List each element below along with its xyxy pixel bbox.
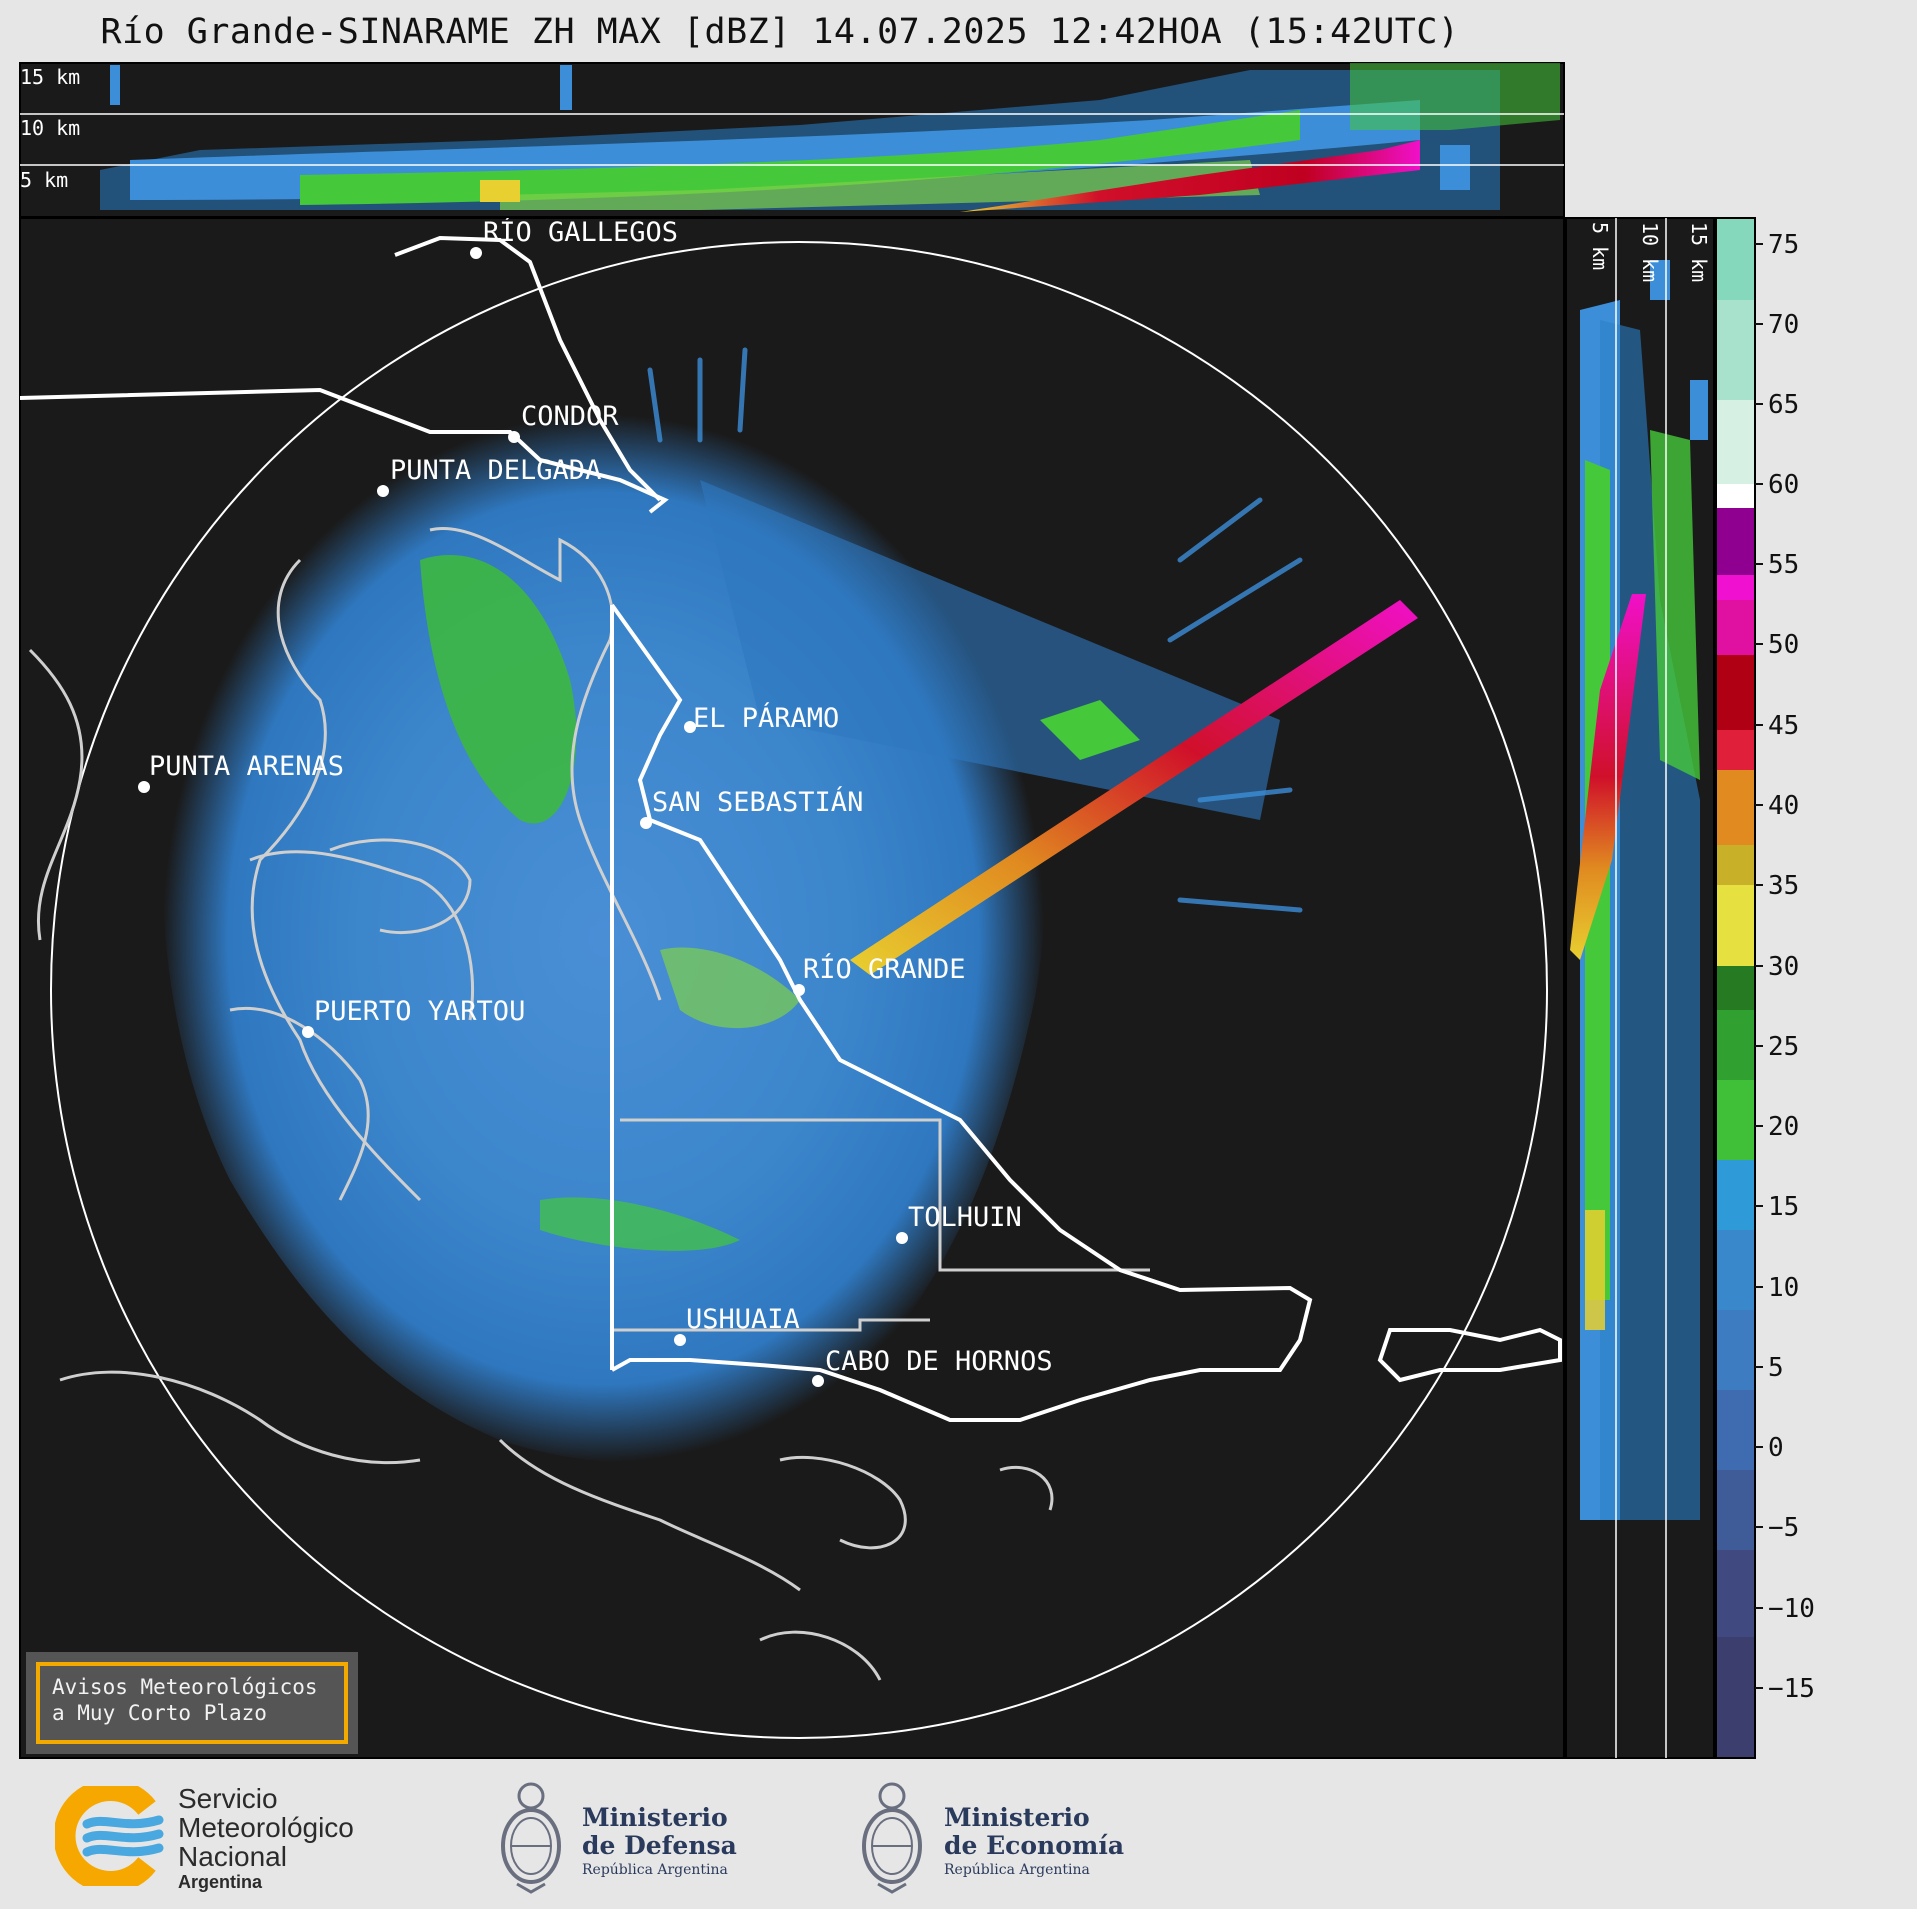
svg-text:0: 0 bbox=[1768, 1433, 1784, 1463]
colorbar-tick: 5 bbox=[1755, 1353, 1784, 1383]
ministerio-economia-name: Ministerio de Economía República Argenti… bbox=[944, 1803, 1125, 1879]
city-condor: CONDOR bbox=[508, 401, 619, 443]
svg-text:−15: −15 bbox=[1768, 1674, 1815, 1704]
svg-text:PUNTA DELGADA: PUNTA DELGADA bbox=[390, 455, 601, 486]
svg-text:5: 5 bbox=[1768, 1353, 1784, 1383]
top-panel-label-10km: 10 km bbox=[20, 116, 80, 140]
city-punta-arenas: PUNTA ARENAS bbox=[138, 751, 344, 793]
top-panel-label-5km: 5 km bbox=[20, 168, 68, 192]
city-ushuaia: USHUAIA bbox=[674, 1304, 800, 1346]
colorbar-tick: −5 bbox=[1755, 1513, 1799, 1543]
colorbar-tick: −15 bbox=[1755, 1674, 1815, 1704]
svg-text:CABO DE HORNOS: CABO DE HORNOS bbox=[825, 1346, 1053, 1377]
colorbar-tick: 70 bbox=[1755, 310, 1799, 340]
svg-text:45: 45 bbox=[1768, 711, 1799, 741]
radar-figure: 15 km 10 km 5 km bbox=[19, 62, 1815, 1759]
svg-text:55: 55 bbox=[1768, 550, 1799, 580]
colorbar-tick: 25 bbox=[1755, 1032, 1799, 1062]
colorbar-tick: 0 bbox=[1755, 1433, 1784, 1463]
svg-text:65: 65 bbox=[1768, 390, 1799, 420]
warning-line-1: Avisos Meteorológicos bbox=[52, 1675, 318, 1699]
svg-text:50: 50 bbox=[1768, 630, 1799, 660]
side-panel-label-15km: 15 km bbox=[1687, 222, 1711, 282]
colorbar-tick: 45 bbox=[1755, 711, 1799, 741]
footer: Servicio Meteorológico Nacional Argentin… bbox=[0, 1760, 1917, 1909]
top-cross-section-panel: 15 km 10 km 5 km bbox=[19, 62, 1565, 218]
smn-logo-icon bbox=[55, 1786, 164, 1886]
svg-text:30: 30 bbox=[1768, 952, 1799, 982]
colorbar-tick: −10 bbox=[1755, 1594, 1815, 1624]
svg-text:10: 10 bbox=[1768, 1273, 1799, 1303]
svg-text:70: 70 bbox=[1768, 310, 1799, 340]
borders bbox=[20, 235, 1562, 1422]
colorbar-tick: 55 bbox=[1755, 550, 1799, 580]
colorbar-tick: 20 bbox=[1755, 1112, 1799, 1142]
warning-line-2: a Muy Corto Plazo bbox=[52, 1701, 267, 1725]
colorbar: 75 70 65 60 55 50 45 40 35 30 25 20 15 1… bbox=[1715, 217, 1815, 1759]
svg-text:40: 40 bbox=[1768, 791, 1799, 821]
city-markers: RÍO GALLEGOS CONDOR PUNTA DELGADA EL PÁR… bbox=[138, 216, 1053, 1387]
svg-text:USHUAIA: USHUAIA bbox=[686, 1304, 800, 1335]
svg-text:60: 60 bbox=[1768, 470, 1799, 500]
colorbar-tick: 65 bbox=[1755, 390, 1799, 420]
city-rio-gallegos: RÍO GALLEGOS bbox=[470, 216, 678, 259]
colorbar-tick: 15 bbox=[1755, 1192, 1799, 1222]
warning-box-inner: Avisos Meteorológicos a Muy Corto Plazo bbox=[36, 1662, 348, 1744]
svg-text:TOLHUIN: TOLHUIN bbox=[908, 1202, 1022, 1233]
city-cabo-de-hornos: CABO DE HORNOS bbox=[812, 1346, 1053, 1387]
svg-text:25: 25 bbox=[1768, 1032, 1799, 1062]
svg-text:15: 15 bbox=[1768, 1192, 1799, 1222]
city-tolhuin: TOLHUIN bbox=[896, 1202, 1022, 1244]
svg-text:CONDOR: CONDOR bbox=[521, 401, 619, 432]
colorbar-tick: 75 bbox=[1755, 230, 1799, 260]
coastlines bbox=[28, 527, 1150, 1681]
colorbar-tick: 30 bbox=[1755, 952, 1799, 982]
top-panel-label-15km: 15 km bbox=[20, 65, 80, 89]
colorbar-ticks: 75 70 65 60 55 50 45 40 35 30 25 20 15 1… bbox=[1755, 230, 1815, 1704]
svg-text:20: 20 bbox=[1768, 1112, 1799, 1142]
city-el-paramo: EL PÁRAMO bbox=[684, 702, 839, 734]
svg-text:RÍO GALLEGOS: RÍO GALLEGOS bbox=[483, 216, 678, 248]
city-rio-grande: RÍO GRANDE bbox=[793, 953, 966, 996]
colorbar-tick: 50 bbox=[1755, 630, 1799, 660]
svg-text:RÍO GRANDE: RÍO GRANDE bbox=[803, 953, 966, 985]
ministerio-defensa-name: Ministerio de Defensa República Argentin… bbox=[582, 1803, 737, 1879]
svg-text:SAN SEBASTIÁN: SAN SEBASTIÁN bbox=[652, 786, 863, 818]
page-title: Río Grande-SINARAME ZH MAX [dBZ] 14.07.2… bbox=[100, 12, 1460, 52]
range-ring bbox=[50, 241, 1548, 1739]
colorbar-tick: 35 bbox=[1755, 871, 1799, 901]
city-puerto-yartou: PUERTO YARTOU bbox=[302, 996, 525, 1038]
national-shield-icon bbox=[862, 1782, 922, 1894]
svg-text:EL PÁRAMO: EL PÁRAMO bbox=[693, 702, 839, 734]
radar-map-panel: RÍO GALLEGOS CONDOR PUNTA DELGADA EL PÁR… bbox=[19, 216, 1565, 1759]
side-panel-label-5km: 5 km bbox=[1588, 222, 1612, 270]
city-san-sebastian: SAN SEBASTIÁN bbox=[640, 786, 863, 829]
svg-text:PUNTA ARENAS: PUNTA ARENAS bbox=[149, 751, 344, 782]
smn-name: Servicio Meteorológico Nacional Argentin… bbox=[178, 1783, 354, 1892]
svg-text:−5: −5 bbox=[1768, 1513, 1799, 1543]
svg-text:75: 75 bbox=[1768, 230, 1799, 260]
side-panel-label-10km: 10 km bbox=[1638, 222, 1662, 282]
svg-text:PUERTO YARTOU: PUERTO YARTOU bbox=[314, 996, 525, 1027]
warning-box: Avisos Meteorológicos a Muy Corto Plazo bbox=[26, 1652, 358, 1754]
colorbar-tick: 10 bbox=[1755, 1273, 1799, 1303]
colorbar-tick: 40 bbox=[1755, 791, 1799, 821]
svg-text:35: 35 bbox=[1768, 871, 1799, 901]
city-punta-delgada: PUNTA DELGADA bbox=[377, 455, 601, 497]
svg-text:−10: −10 bbox=[1768, 1594, 1815, 1624]
side-cross-section-panel: 5 km 10 km 15 km bbox=[1565, 217, 1715, 1759]
national-shield-icon bbox=[501, 1782, 561, 1894]
colorbar-tick: 60 bbox=[1755, 470, 1799, 500]
